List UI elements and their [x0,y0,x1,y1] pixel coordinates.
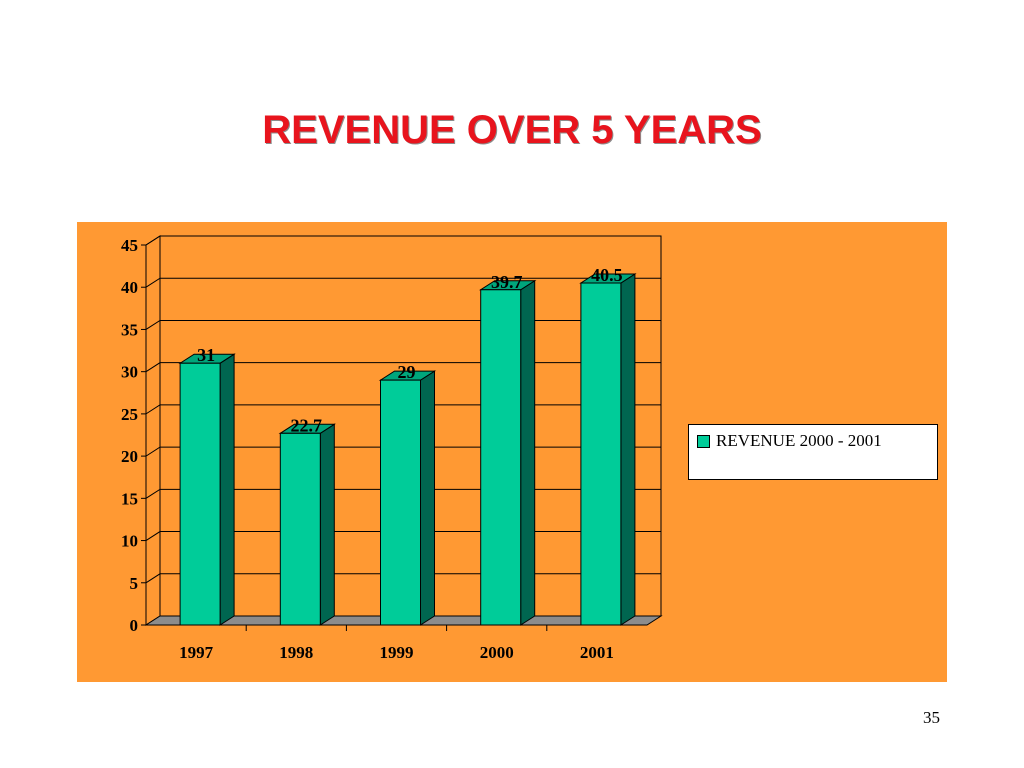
y-tick-label: 5 [130,574,139,593]
chart-legend: REVENUE 2000 - 2001 [688,424,938,480]
bar-side [319,423,335,626]
bar-1999 [378,370,437,626]
x-tick-label: 2001 [580,643,614,662]
bar-front [380,379,421,626]
x-tick-label: 1997 [179,643,214,662]
bar-front [480,289,522,626]
data-label: 22.7 [291,415,323,435]
data-label: 39.7 [491,272,523,292]
bar-front [580,282,622,626]
bar-front [279,432,321,626]
y-tick-label: 25 [121,405,138,424]
y-tick-label: 35 [121,320,138,339]
bar-1998 [278,423,337,626]
bar-2001 [579,273,637,626]
bar-side [219,353,235,626]
data-label: 29 [398,362,416,382]
data-label: 40.5 [591,265,623,285]
data-label: 31 [197,345,215,365]
legend-series-label: REVENUE 2000 - 2001 [716,431,882,450]
side-wall [145,235,161,626]
y-tick-label: 0 [130,616,139,635]
bar-chart: 0 5 10 15 20 25 30 35 40 45 31 1997 22.7 1998 29 1999 39… [121,235,663,662]
y-tick-label: 40 [121,278,138,297]
y-tick-label: 10 [121,532,138,551]
bar-2000 [478,279,537,626]
y-tick-label: 15 [121,489,138,508]
gridline [145,277,661,288]
x-tick-label: 1998 [279,643,313,662]
x-tick-label: 2000 [480,643,514,662]
y-tick-label: 20 [121,447,138,466]
legend-swatch [697,435,710,448]
gridline [145,235,661,246]
x-tick-label: 1999 [380,643,414,662]
y-tick-label: 45 [121,236,138,255]
bar-front [179,362,221,626]
bar-side [620,273,636,626]
slide-title: REVENUE OVER 5 YEARS [262,108,762,152]
slide-number: 35 [923,708,940,727]
y-tick-label: 30 [121,363,138,382]
bar-side [420,370,435,626]
chart-panel: 0 5 10 15 20 25 30 35 40 45 31 1997 22.7 1998 29 1999 39… [77,222,947,682]
bar-1997 [178,353,236,626]
bar-side [520,279,536,626]
